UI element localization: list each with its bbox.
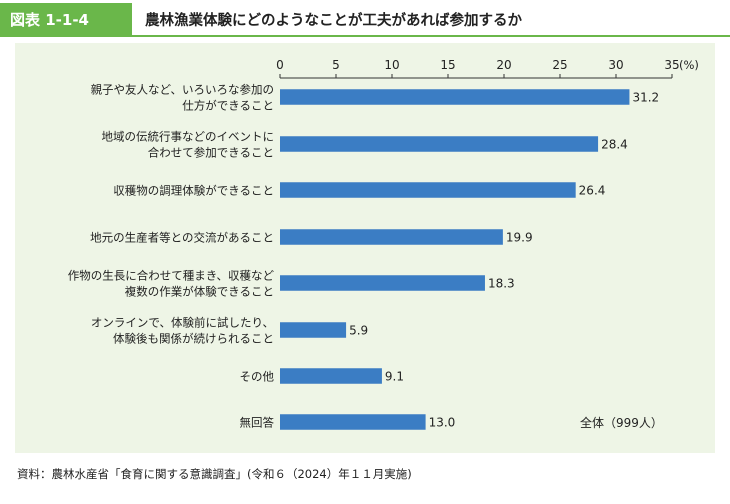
- category-label: 無回答: [240, 416, 275, 430]
- category-label: その他: [240, 370, 275, 384]
- sample-size-annotation: 全体（999人）: [580, 415, 663, 430]
- bar-value-label: 9.1: [385, 370, 404, 384]
- category-label: 地元の生産者等との交流があること: [90, 231, 274, 245]
- figure-title: 農林漁業体験にどのようなことが工夫があれば参加するか: [145, 12, 522, 29]
- x-tick-label: 30: [608, 58, 623, 72]
- bar: [280, 368, 382, 384]
- bar-value-label: 13.0: [429, 416, 456, 430]
- bar-value-label: 19.9: [506, 231, 533, 245]
- category-label: オンラインで、体験前に試したり、: [91, 316, 274, 330]
- bar-value-label: 18.3: [488, 277, 515, 291]
- figure-label: 図表 1-1-4: [0, 3, 132, 35]
- bar-chart: 0 5 10 15 20 25 30 35 (%) 31.2 親子や友人など、いろいろな参加の仕方が…: [68, 58, 699, 430]
- bar-value-label: 28.4: [601, 138, 628, 152]
- bar: [280, 136, 599, 152]
- x-tick-label: 35: [664, 58, 679, 72]
- bar-value-label: 26.4: [579, 184, 606, 198]
- category-label: 体験後も関係が続けられること: [113, 332, 274, 346]
- category-label: 作物の生長に合わせて種まき、収穫など: [68, 269, 275, 283]
- source-note: 資料：農林水産省「食育に関する意識調査」(令和６（2024）年１１月実施): [17, 467, 412, 481]
- bar-value-label: 5.9: [349, 324, 368, 338]
- x-axis-unit: (%): [679, 58, 699, 72]
- category-label: 親子や友人など、いろいろな参加の: [91, 83, 274, 97]
- category-label: 合わせて参加できること: [148, 146, 274, 160]
- bar: [280, 229, 503, 245]
- category-label: 仕方ができること: [182, 99, 274, 113]
- figure-header: 図表 1-1-4 農林漁業体験にどのようなことが工夫があれば参加するか: [0, 0, 730, 37]
- category-label: 収穫物の調理体験ができること: [113, 184, 274, 198]
- chart-panel: 0 5 10 15 20 25 30 35 (%) 31.2 親子や友人など、いろいろな参加の仕方が…: [15, 43, 715, 453]
- bar: [280, 275, 485, 291]
- bar: [280, 89, 630, 105]
- x-tick-label: 20: [496, 58, 511, 72]
- category-label: 地域の伝統行事などのイベントに: [102, 130, 275, 144]
- bar: [280, 182, 576, 198]
- bar-value-label: 31.2: [632, 91, 659, 105]
- x-tick-label: 0: [276, 58, 284, 72]
- x-tick-label: 15: [440, 58, 455, 72]
- bar: [280, 414, 426, 430]
- category-label: 複数の作業が体験できること: [125, 285, 274, 299]
- header-rule: [0, 35, 730, 37]
- x-tick-label: 5: [332, 58, 340, 72]
- x-tick-label: 25: [552, 58, 567, 72]
- bar: [280, 322, 347, 338]
- x-tick-label: 10: [384, 58, 399, 72]
